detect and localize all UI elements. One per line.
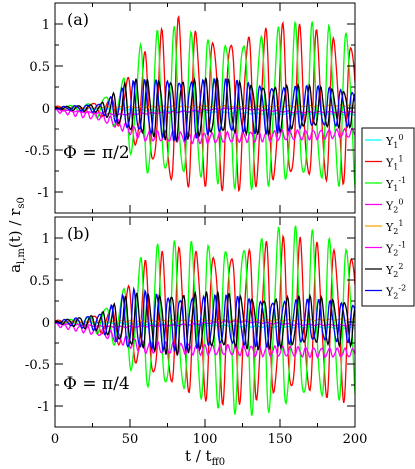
legend-label: Y10 [385,133,403,150]
y-axis-label: al,m(t) / rs0 [6,197,27,273]
panel-label: (a) [67,10,89,29]
legend: Y10 Y11 Y1-1 Y20 Y21 Y2-1 Y22 Y2-2 [361,127,415,307]
y-tick-label: 1 [42,232,50,247]
legend-label: Y1-1 [385,176,406,193]
legend-label: Y22 [385,262,403,279]
y-tick-label: 0.5 [29,60,50,75]
y-tick-label: -0.5 [25,358,50,373]
series-group [55,14,355,193]
y-tick-label: 0 [42,102,50,117]
panel-a: -1 -0.5 0 0.5 1 (a) Φ = π/2 [25,2,356,214]
x-tick-label: 100 [193,432,218,447]
legend-box [361,127,415,307]
legend-label: Y11 [385,155,403,172]
y-tick-label: -0.5 [25,144,50,159]
y-tick-label: -1 [37,186,50,201]
x-axis-label: t / tff0 [185,447,225,468]
x-tick-label: 50 [122,432,139,447]
panel-b: -1 -0.5 0 0.5 1 0 50 100 150 200 (b) Φ = π/4 [25,216,368,447]
legend-label: Y21 [385,219,403,236]
legend-label: Y2-2 [385,284,406,301]
series-group [55,225,355,417]
series-line-y2m1 [55,108,355,145]
y-tick-label: -1 [37,400,50,415]
panel-label: (b) [67,224,90,243]
legend-label: Y2-1 [385,241,406,258]
x-tick-label: 0 [51,432,59,447]
series-line-y2m2 [55,286,355,353]
series-line-y20 [55,319,355,329]
x-tick-label: 150 [268,432,293,447]
y-tick-label: 0.5 [29,274,50,289]
phase-annotation: Φ = π/4 [63,374,130,394]
legend-label: Y20 [385,198,403,215]
x-tick-label: 200 [343,432,368,447]
y-tick-label: 0 [42,316,50,331]
series-line-y2m2 [55,78,355,142]
phase-annotation: Φ = π/2 [63,143,130,163]
series-line-y22 [55,76,355,142]
y-tick-label: 1 [42,18,50,33]
